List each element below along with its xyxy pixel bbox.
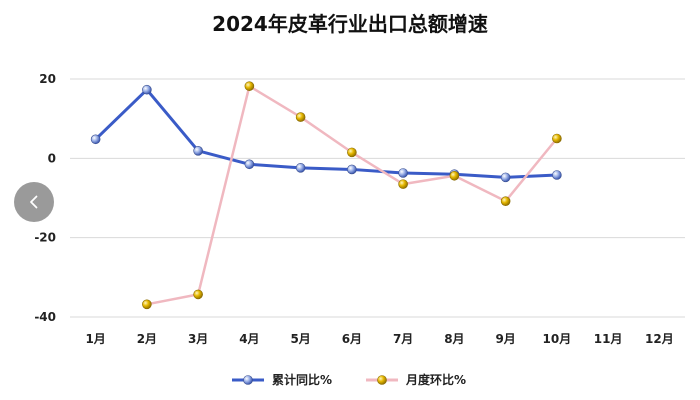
data-point: [193, 289, 203, 300]
x-tick-label: 4月: [239, 332, 259, 346]
x-tick-label: 2月: [137, 332, 157, 346]
x-tick-label: 8月: [444, 332, 464, 346]
legend-swatch-marker: [243, 375, 253, 385]
series-layer: [90, 81, 562, 310]
data-point: [347, 164, 357, 175]
data-point: [500, 196, 511, 206]
x-tick-label: 3月: [188, 332, 208, 346]
data-point: [244, 81, 255, 91]
x-tick-label: 11月: [594, 332, 623, 346]
x-tick-label: 9月: [495, 332, 515, 346]
data-point: [449, 170, 460, 181]
x-tick-label: 12月: [645, 332, 674, 346]
data-point: [552, 133, 562, 144]
grid: [70, 78, 685, 318]
series-line: [145, 84, 559, 306]
legend-item: 月度环比%: [366, 372, 466, 387]
data-point: [398, 179, 408, 189]
y-tick-label: -40: [34, 310, 56, 324]
y-tick-label: -20: [34, 231, 56, 245]
prev-button[interactable]: [14, 182, 54, 222]
legend-item: 累计同比%: [232, 372, 332, 387]
y-tick-label: 0: [48, 151, 56, 165]
legend: 累计同比% 月度环比%: [232, 372, 466, 387]
data-point: [398, 168, 408, 178]
data-point: [347, 147, 357, 158]
data-point: [244, 159, 255, 170]
x-tick-label: 6月: [342, 332, 362, 346]
series-2: [142, 81, 562, 310]
legend-label: 累计同比%: [272, 372, 332, 387]
chart-title: 2024年皮革行业出口总额增速: [212, 12, 488, 36]
x-tick-label: 1月: [85, 332, 105, 346]
data-point: [500, 172, 511, 183]
chevron-left-icon: [30, 195, 38, 209]
legend-swatch-marker: [377, 375, 387, 385]
axis-labels: 20 0 -20 -40 1月 2月 3月 4月 5月 6月 7月 8月 9月 10月 11月 12月: [34, 72, 673, 346]
data-point: [142, 299, 152, 310]
data-point: [295, 163, 306, 173]
y-tick-label: 20: [39, 72, 56, 86]
x-tick-label: 10月: [543, 332, 572, 346]
data-point: [552, 170, 562, 180]
series-line: [94, 88, 559, 179]
data-point: [295, 112, 306, 122]
legend-label: 月度环比%: [405, 372, 466, 387]
x-tick-label: 5月: [290, 332, 310, 346]
data-point: [193, 145, 203, 156]
data-point: [90, 134, 101, 145]
x-tick-label: 7月: [393, 332, 413, 346]
series-1: [90, 84, 562, 183]
data-point: [142, 84, 152, 95]
